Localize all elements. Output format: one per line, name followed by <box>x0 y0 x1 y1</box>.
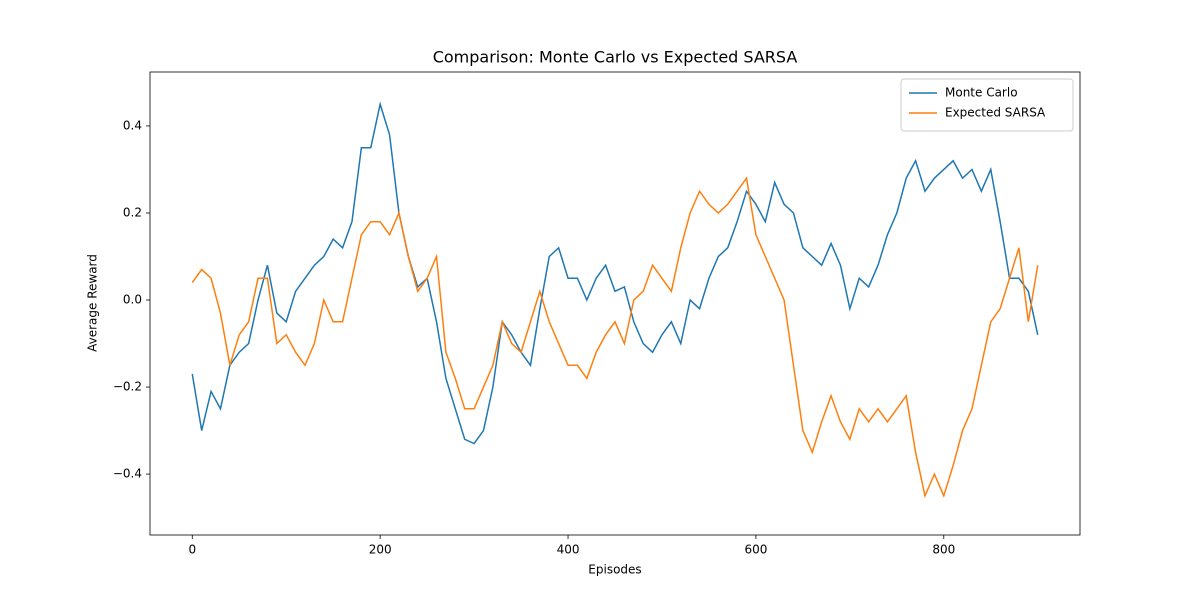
legend-box <box>900 78 1074 132</box>
x-tick-label: 600 <box>744 543 767 557</box>
line-series <box>191 101 1039 445</box>
chart-title: Comparison: Monte Carlo vs Expected SARS… <box>433 48 798 67</box>
y-tick-label: 0.0 <box>123 293 142 307</box>
x-tick-label: 400 <box>557 543 580 557</box>
y-axis-label: Average Reward <box>86 254 100 352</box>
plot-frame <box>149 71 1081 536</box>
y-tick-label: 0.4 <box>123 118 142 132</box>
line-series <box>191 176 1039 499</box>
x-tick-label: 200 <box>369 543 392 557</box>
x-tick-label: 800 <box>932 543 955 557</box>
x-tick-label: 0 <box>188 543 196 557</box>
legend-label: Expected SARSA <box>945 106 1046 120</box>
legend-label: Monte Carlo <box>945 86 1018 100</box>
y-tick-label: −0.2 <box>113 380 142 394</box>
y-tick-label: 0.2 <box>123 205 142 219</box>
y-tick-label: −0.4 <box>113 467 142 481</box>
x-axis-label: Episodes <box>588 563 641 577</box>
